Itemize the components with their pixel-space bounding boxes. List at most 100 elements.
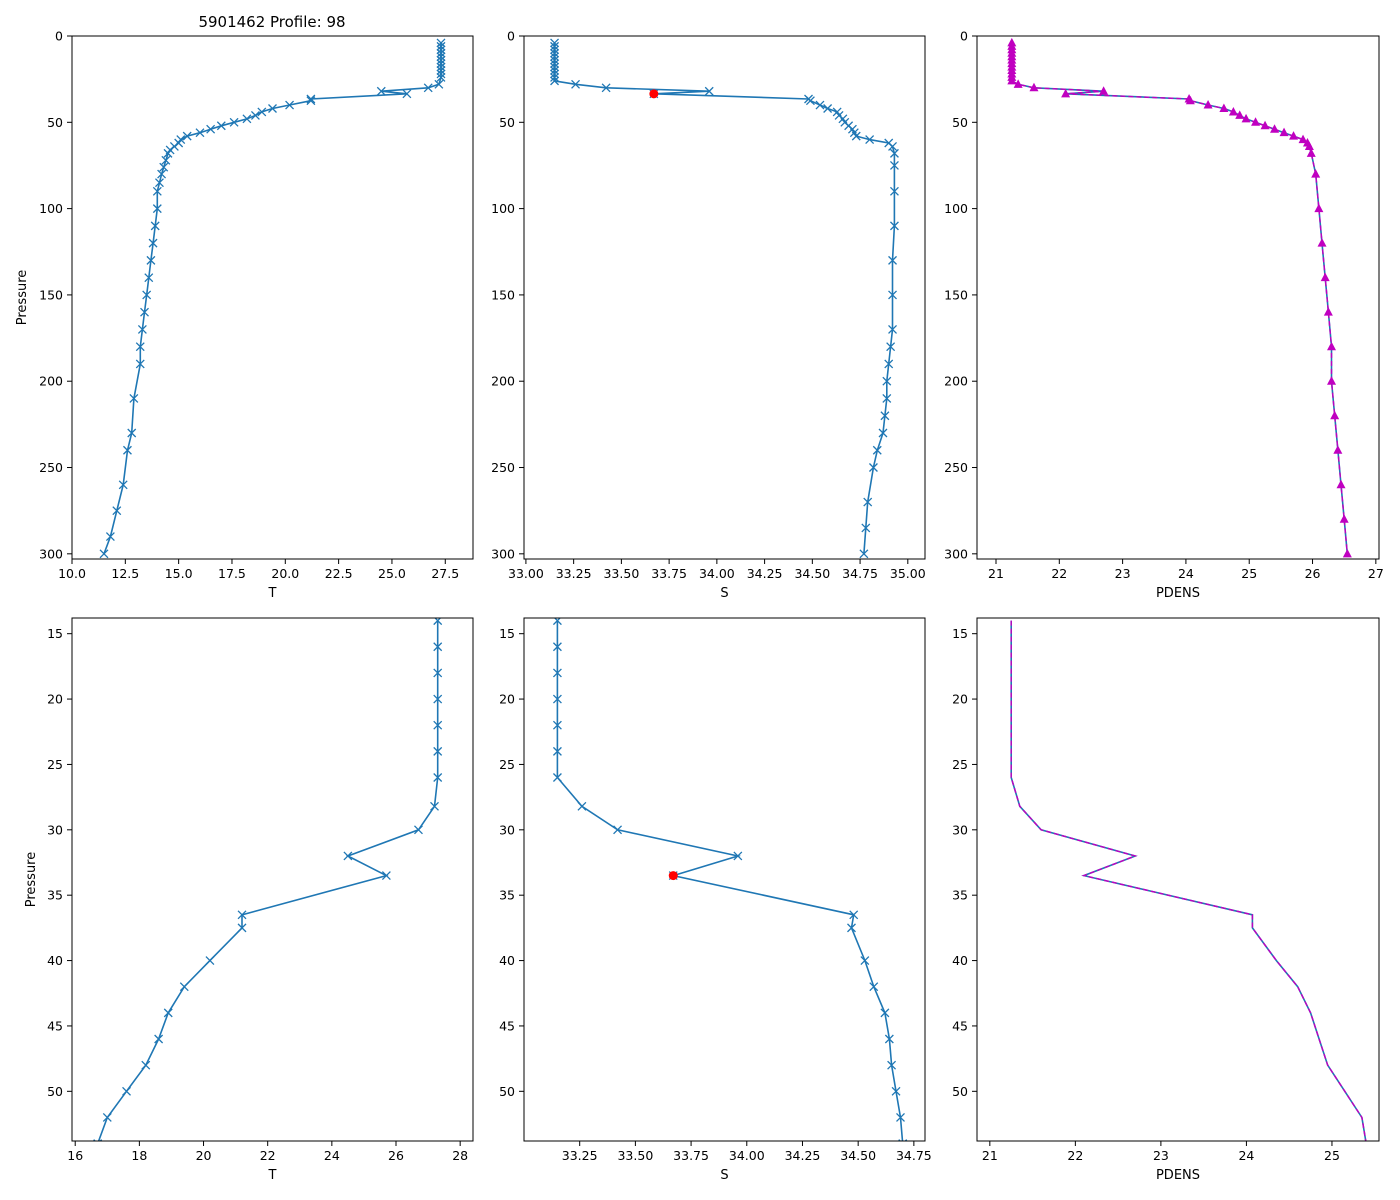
y-tick-label: 40 <box>47 953 63 968</box>
data-point <box>859 549 869 559</box>
data-point <box>1314 203 1324 213</box>
y-tick-label: 45 <box>499 1018 515 1033</box>
y-tick-label: 50 <box>499 1084 515 1099</box>
y-tick-label: 15 <box>952 626 968 641</box>
data-point <box>402 89 412 99</box>
data-point <box>179 982 189 992</box>
x-tick-label: 34.75 <box>896 1148 932 1163</box>
y-tick-label: 35 <box>952 888 968 903</box>
data-point <box>1333 445 1343 454</box>
x-tick-label: 34.25 <box>747 566 783 581</box>
data-point <box>888 255 897 265</box>
data-point <box>436 41 446 51</box>
data-point <box>1013 79 1023 88</box>
x-tick-label: 33.75 <box>651 566 687 581</box>
data-point <box>1061 88 1071 98</box>
data-point <box>206 124 216 134</box>
data-point <box>157 169 167 179</box>
data-point <box>552 694 562 704</box>
data-point <box>154 1034 164 1044</box>
x-tick-label: 24 <box>324 1148 340 1163</box>
data-point <box>135 342 145 352</box>
panel-top-middle: 33.00 33.25 33.50 33.75 34.00 34.25 34.50 34.75… <box>491 29 926 602</box>
y-axis-label: Pressure <box>15 270 30 326</box>
data-point <box>1279 127 1289 137</box>
y-tick-label: 50 <box>499 115 515 130</box>
x-tick-label: 26 <box>1305 566 1321 581</box>
y-tick-label: 0 <box>507 29 515 44</box>
y-tick-label: 40 <box>952 953 968 968</box>
y-tick-label: 0 <box>960 29 968 44</box>
data-point <box>1342 548 1352 558</box>
x-tick-label: 20 <box>196 1148 212 1163</box>
data-point <box>433 668 443 678</box>
data-point <box>884 1034 894 1044</box>
data-point <box>865 135 875 145</box>
data-point <box>552 618 562 626</box>
series-line <box>103 42 442 555</box>
reference-dashed-line <box>1011 42 1348 554</box>
axes-frame <box>71 35 474 560</box>
data-point <box>1235 110 1245 119</box>
data-point <box>550 38 560 48</box>
data-point <box>550 72 560 82</box>
data-point <box>216 121 226 131</box>
data-point <box>889 148 899 158</box>
x-tick-label: 33.50 <box>603 566 639 581</box>
x-tick-label: 18 <box>131 1148 147 1163</box>
y-tick-label: 40 <box>499 953 515 968</box>
data-point <box>1323 307 1333 316</box>
data-point <box>550 45 560 55</box>
y-tick-label: 300 <box>944 546 968 561</box>
data-point <box>872 445 882 455</box>
x-axis-label: T <box>268 1168 277 1183</box>
data-point <box>1251 117 1261 126</box>
data-point <box>105 532 115 542</box>
x-tick-label: 26 <box>388 1148 404 1163</box>
x-tick-label: 10.0 <box>58 566 86 581</box>
marker-group <box>552 618 908 1141</box>
x-tick-label: 21 <box>988 566 1004 581</box>
data-point <box>118 480 128 490</box>
data-point <box>1304 141 1314 150</box>
y-tick-label: 45 <box>47 1018 63 1033</box>
data-point <box>550 41 560 51</box>
data-point <box>550 69 560 79</box>
data-point <box>195 128 205 138</box>
axes-frame <box>976 617 1380 1142</box>
axes-frame <box>976 35 1380 560</box>
data-point <box>550 52 560 62</box>
data-point <box>144 273 154 283</box>
data-point <box>436 45 446 55</box>
data-point <box>805 96 815 106</box>
y-tick-label: 300 <box>491 546 515 561</box>
data-point <box>1327 341 1337 351</box>
data-point <box>1270 124 1280 133</box>
data-point <box>1203 100 1213 109</box>
data-point <box>433 642 443 652</box>
y-tick-label: 0 <box>55 29 63 44</box>
x-tick-label: 34.00 <box>729 1148 765 1163</box>
series-line <box>1010 620 1367 1141</box>
data-point <box>884 359 894 369</box>
data-point <box>861 523 871 533</box>
data-point <box>552 746 562 756</box>
data-point <box>889 160 899 170</box>
data-point <box>888 142 897 151</box>
data-point <box>863 497 873 507</box>
data-point <box>869 982 879 992</box>
data-point <box>868 463 878 472</box>
y-tick-label: 150 <box>491 287 515 302</box>
y-tick-label: 100 <box>944 201 968 216</box>
data-point <box>285 100 295 110</box>
data-point <box>823 104 833 113</box>
data-point <box>436 69 446 79</box>
data-point <box>1311 169 1321 178</box>
data-point <box>127 428 137 438</box>
axes-frame <box>71 617 474 1142</box>
data-point <box>436 62 446 72</box>
data-point <box>146 255 156 265</box>
data-point <box>1029 82 1039 92</box>
data-point <box>887 1060 897 1070</box>
data-point <box>152 186 162 196</box>
